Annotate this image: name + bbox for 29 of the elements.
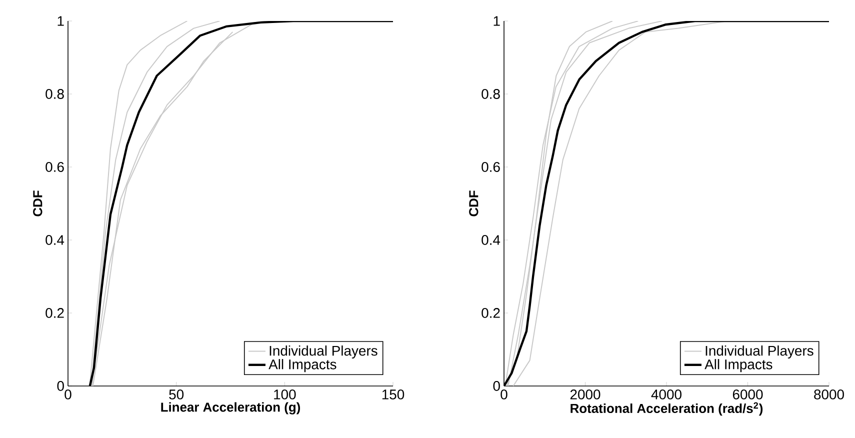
x-tick-label: 100 <box>274 390 296 400</box>
x-tick-label: 4000 <box>651 390 682 400</box>
y-tick-label: 0.2 <box>46 308 64 318</box>
y-axis-title: CDF <box>469 190 478 216</box>
y-tick-label: 0 <box>57 381 64 391</box>
x-tick-label: 6000 <box>732 390 763 400</box>
x-axis-title: Rotational Acceleration (rad/s$^{2}$) <box>570 402 763 416</box>
y-tick-label: 0.4 <box>482 235 500 245</box>
y-tick-label: 0.6 <box>46 162 64 172</box>
y-tick-label: 1 <box>494 16 500 26</box>
y-axis-title: CDF <box>33 190 42 216</box>
y-tick-label: 0.2 <box>482 308 500 318</box>
legend-label: Individual Players <box>270 345 378 358</box>
x-tick-label: 150 <box>382 390 404 400</box>
x-tick-label: 50 <box>169 390 184 400</box>
x-axis-title: Linear Acceleration (g) <box>161 402 300 414</box>
y-tick-label: 0.8 <box>482 89 500 99</box>
y-tick-label: 0.4 <box>46 235 64 245</box>
x-tick-label: 0 <box>500 390 508 400</box>
x-tick-label: 0 <box>64 390 72 400</box>
legend-label: Individual Players <box>706 345 814 358</box>
y-tick-label: 0.6 <box>482 162 500 172</box>
y-tick-label: 1 <box>58 16 64 26</box>
legend-label: All Impacts <box>268 359 336 372</box>
x-tick-label: 2000 <box>570 390 600 400</box>
legend-label: All Impacts <box>704 359 772 372</box>
y-tick-label: 0 <box>493 381 500 391</box>
x-tick-label: 8000 <box>814 390 844 400</box>
y-tick-label: 0.8 <box>46 89 64 99</box>
